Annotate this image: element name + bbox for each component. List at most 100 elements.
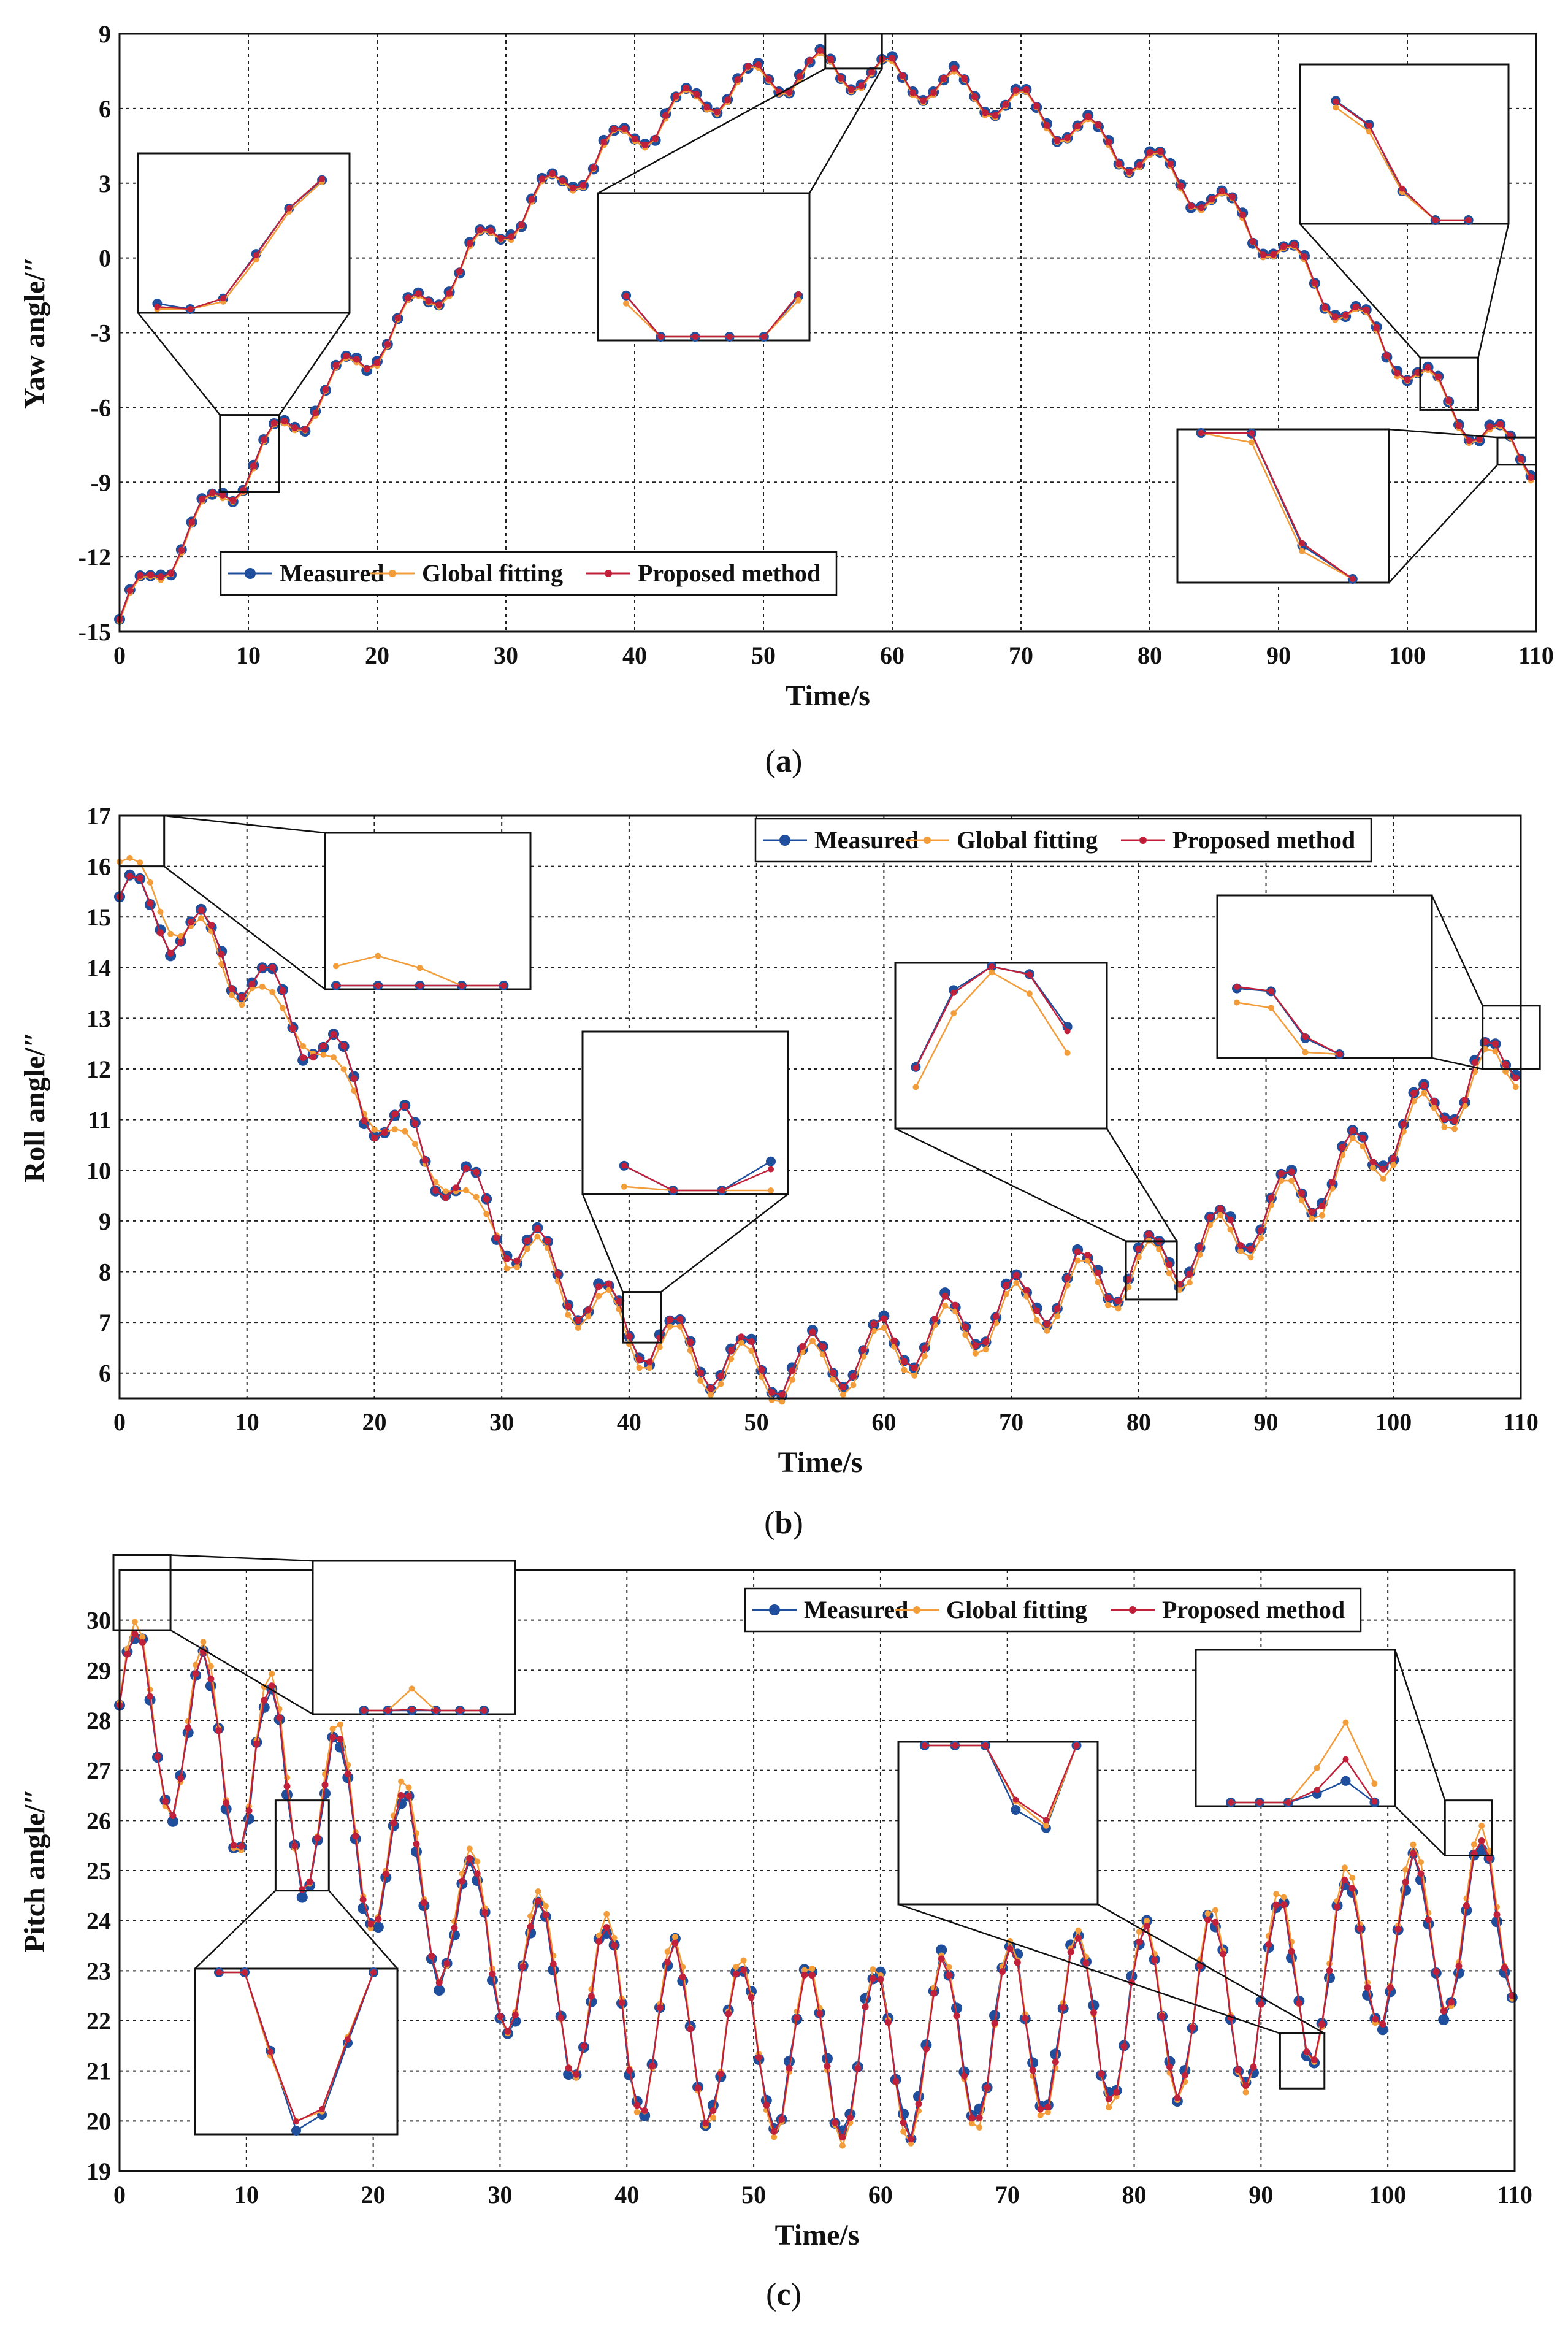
x-axis-label: Time/s [786,680,870,712]
x-tick-label: 20 [361,2181,386,2208]
proposed-method-point [136,875,143,882]
proposed-method-point [1157,148,1164,155]
proposed-method-point [276,1714,283,1722]
proposed-method-point [1280,243,1287,250]
measured-point [639,2110,651,2121]
proposed-method-point [1303,2048,1310,2055]
proposed-method-point [167,570,175,577]
global-fitting-point [1037,2112,1044,2118]
proposed-method-point [197,906,205,914]
zoom-proposed-method-point [1299,540,1306,546]
proposed-method-point [1226,1216,1234,1224]
proposed-method-point [625,2067,633,2074]
proposed-method-point [573,2071,579,2078]
proposed-method-point [919,97,927,104]
proposed-method-point [615,1298,622,1305]
zoom-proposed-method-point [1234,983,1240,990]
proposed-method-point [169,1812,177,1819]
proposed-method-point [908,2136,914,2143]
proposed-method-point [527,1923,534,1930]
zoom-leader-line [328,1890,398,1969]
proposed-method-point [1113,2088,1120,2096]
global-fitting-point [371,1126,378,1133]
proposed-method-point [1410,1850,1417,1857]
proposed-method-point [489,1970,496,1977]
zoom-global-fitting-point [1234,999,1240,1006]
zoom-proposed-method-line [924,1744,1077,1822]
measured-point [167,1815,178,1827]
proposed-method-point [1501,1964,1508,1971]
proposed-method-point [1135,1245,1142,1252]
proposed-method-point [1174,2094,1181,2101]
zoom-region-box [112,1554,172,1631]
proposed-method-point [962,1324,969,1331]
proposed-method-point [1146,149,1153,156]
proposed-method-point [1318,2021,1326,2028]
proposed-method-point [899,72,906,80]
zoom-global-fitting-point [1064,1049,1071,1056]
proposed-method-point [1434,373,1442,380]
global-fitting-point [535,1888,541,1894]
global-fitting-point [1309,1216,1315,1222]
global-fitting-point [1492,1048,1499,1055]
proposed-method-point [880,1315,887,1322]
measured-point [951,2002,962,2014]
global-fitting-point [1280,1894,1287,1901]
proposed-method-point [524,1237,531,1244]
proposed-method-point [353,356,360,363]
proposed-method-point [185,1724,192,1731]
legend-label-global-fitting: Global fitting [422,559,563,587]
x-tick-label: 50 [751,642,776,669]
y-tick-label: 6 [99,95,111,123]
zoom-region-box [219,414,280,493]
global-fitting-point [664,1948,671,1955]
proposed-method-point [702,2120,709,2127]
zoom-proposed-method-line [1231,1758,1375,1804]
proposed-method-point [1186,1270,1193,1278]
zoom-leader-line [1388,464,1498,583]
proposed-method-point [330,1030,337,1038]
proposed-method-point [1260,251,1267,259]
zoom-global-fitting-point [375,952,381,959]
proposed-method-point [435,1979,443,1986]
global-fitting-point [1074,1257,1081,1264]
x-tick-label: 90 [1249,2181,1273,2208]
global-fitting-point [611,1934,618,1941]
proposed-method-point [208,489,216,496]
proposed-method-point [590,164,597,171]
zoom-leader-line [1299,223,1421,358]
proposed-method-point [1033,102,1040,110]
legend-swatch-marker [924,837,931,844]
proposed-method-point [1329,1179,1336,1186]
global-fitting-point [671,1934,678,1940]
proposed-method-point [361,1117,368,1124]
proposed-method-point [1044,2104,1052,2111]
zoom-proposed-method-point [1314,1787,1320,1793]
proposed-method-point [1003,1282,1010,1289]
global-fitting-point [801,1967,808,1974]
proposed-method-point [1364,1984,1371,1991]
proposed-method-point [483,1195,490,1203]
global-fitting-point [901,1366,908,1373]
y-tick-label: 0 [99,245,111,272]
global-fitting-point [524,1246,530,1252]
proposed-method-point [633,2102,641,2109]
measured-point [1050,2048,1061,2060]
proposed-method-point [992,1312,1000,1320]
proposed-method-point [1228,193,1236,201]
proposed-method-point [605,1280,613,1287]
global-fitting-point [677,1323,683,1330]
proposed-method-point [329,1734,336,1741]
proposed-method-point [837,74,844,82]
zoom-proposed-method-point [760,334,767,340]
zoom-proposed-method-point [1342,1756,1349,1763]
global-fitting-point [337,1721,343,1728]
legend-label-proposed-method: Proposed method [1162,1596,1345,1623]
proposed-method-point [1448,1999,1455,2006]
global-fitting-point [809,1338,816,1344]
proposed-method-point [1270,251,1277,258]
zoom-global-fitting-point [333,963,339,970]
proposed-method-point [1125,169,1133,175]
zoom-inset-frame [581,1030,789,1195]
global-fitting-point [789,1376,795,1383]
